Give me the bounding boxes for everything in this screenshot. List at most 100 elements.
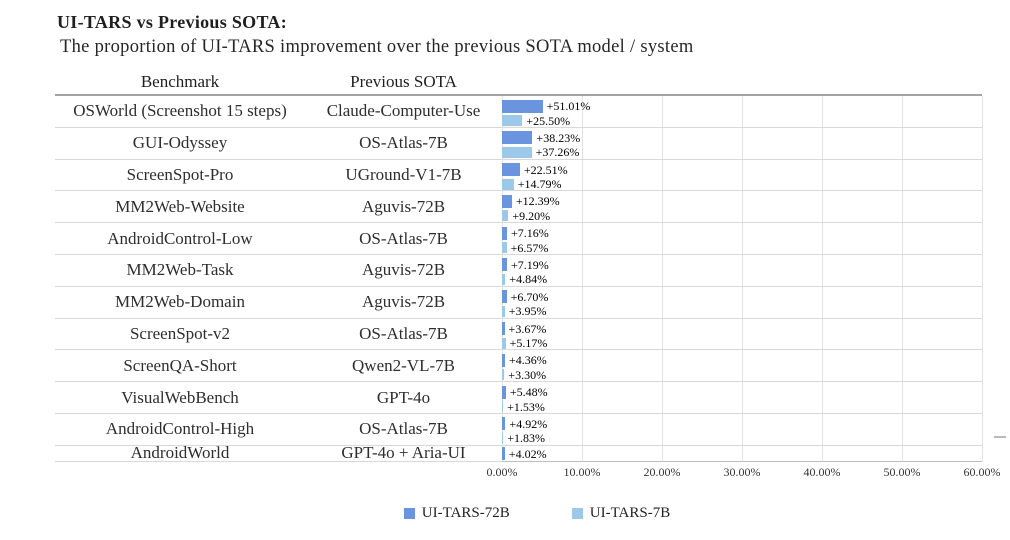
bar-group: +4.02% xyxy=(502,446,982,461)
bar-value-label: +4.84% xyxy=(509,272,548,287)
previous-sota-cell: Aguvis-72B xyxy=(361,292,446,312)
legend-swatch-icon xyxy=(571,508,583,519)
bar-ui-tars-72b xyxy=(502,163,520,177)
x-tick-label: 60.00% xyxy=(963,465,1001,479)
bar-value-label: +38.23% xyxy=(536,130,581,145)
bar-line: +1.53% xyxy=(502,401,545,413)
table-row: AndroidControl-High OS-Atlas-7B +4.92% +1.8… xyxy=(55,414,982,446)
bar-value-label: +1.83% xyxy=(507,431,546,446)
bar-line: +3.67% xyxy=(502,321,547,336)
x-tick-label: 30.00% xyxy=(723,465,761,479)
bar-group: +12.39% +9.20% xyxy=(502,191,982,222)
bar-ui-tars-7b xyxy=(502,305,505,317)
benchmark-cell: MM2Web-Task xyxy=(126,260,234,280)
bar-value-label: +12.39% xyxy=(515,194,560,209)
x-tick-label: 20.00% xyxy=(643,465,681,479)
bar-value-label: +4.02% xyxy=(508,446,547,461)
gridline xyxy=(821,96,823,462)
x-tick-label: 0.00% xyxy=(486,465,518,479)
bar-value-label: +9.20% xyxy=(512,208,551,223)
benchmark-cell: MM2Web-Website xyxy=(115,196,245,216)
bar-line: +4.36% xyxy=(502,353,547,367)
table-row: MM2Web-Website Aguvis-72B +12.39% +9.20% xyxy=(55,191,982,224)
x-tick-label: 10.00% xyxy=(563,465,601,479)
bar-line: +7.19% xyxy=(502,258,549,272)
bar-line: +6.70% xyxy=(502,290,548,304)
previous-sota-cell: Aguvis-72B xyxy=(361,260,446,280)
bar-ui-tars-7b xyxy=(502,115,523,126)
bar-group: +3.67% +5.17% xyxy=(502,319,982,350)
benchmark-cell: AndroidControl-Low xyxy=(107,228,253,248)
previous-sota-column-header: Previous SOTA xyxy=(350,72,457,91)
bar-ui-tars-72b xyxy=(502,258,507,272)
table-row: AndroidWorld GPT-4o + Aria-UI +4.02% xyxy=(55,443,982,463)
bar-ui-tars-72b xyxy=(502,131,533,145)
benchmark-cell: AndroidWorld xyxy=(130,443,230,463)
bar-ui-tars-7b xyxy=(502,178,514,190)
bar-line: +37.26% xyxy=(502,146,579,158)
bar-ui-tars-7b xyxy=(502,210,509,222)
bar-line: +3.30% xyxy=(502,369,546,381)
gridline xyxy=(742,96,743,462)
bar-ui-tars-72b xyxy=(502,99,543,113)
figure-title: UI-TARS vs Previous SOTA: xyxy=(57,12,288,32)
bar-value-label: +5.17% xyxy=(509,336,548,351)
bar-line: +5.17% xyxy=(502,337,547,349)
bar-ui-tars-7b xyxy=(502,432,504,444)
bar-value-label: +3.95% xyxy=(508,304,547,319)
bar-line: +4.92% xyxy=(502,417,547,431)
table-row: ScreenSpot-Pro UGround-V1-7B +22.51% +14.79… xyxy=(55,160,982,192)
bar-ui-tars-72b xyxy=(502,417,506,431)
bar-group: +7.19% +4.84% xyxy=(502,255,982,286)
previous-sota-cell: OS-Atlas-7B xyxy=(359,419,448,439)
bar-group: +38.23% +37.26% xyxy=(502,128,982,159)
bar-ui-tars-7b xyxy=(502,401,504,413)
benchmark-cell: GUI-Odyssey xyxy=(132,133,228,153)
bar-value-label: +6.57% xyxy=(510,240,549,255)
bar-line: +51.01% xyxy=(502,99,590,113)
table-row: ScreenSpot-v2 OS-Atlas-7B +3.67% +5.17% xyxy=(55,319,982,351)
bar-ui-tars-72b xyxy=(502,226,507,240)
bar-group: +4.92% +1.83% xyxy=(502,414,982,445)
bar-group: +7.16% +6.57% xyxy=(502,223,982,254)
bar-group: +22.51% +14.79% xyxy=(502,160,982,191)
bar-ui-tars-7b xyxy=(502,369,505,381)
x-tick-label: 50.00% xyxy=(883,465,921,479)
bar-line: +3.95% xyxy=(502,304,547,319)
bar-line: +6.57% xyxy=(502,242,548,254)
table-row: ScreenQA-Short Qwen2-VL-7B +4.36% +3.30% xyxy=(55,350,982,383)
legend-label: UI-TARS-72B xyxy=(421,505,510,521)
previous-sota-cell: Qwen2-VL-7B xyxy=(352,355,455,375)
benchmark-cell: VisualWebBench xyxy=(121,387,239,407)
bar-value-label: +7.16% xyxy=(510,226,549,241)
benchmark-column-header: Benchmark xyxy=(140,72,220,91)
benchmark-cell: OSWorld (Screenshot 15 steps) xyxy=(73,101,287,121)
benchmark-cell: ScreenSpot-Pro xyxy=(126,164,234,184)
bar-line: +38.23% xyxy=(502,131,580,145)
bar-group: +51.01% +25.50% xyxy=(502,96,982,127)
table-row: VisualWebBench GPT-4o +5.48% +1.53% xyxy=(55,382,982,414)
bar-ui-tars-7b xyxy=(502,146,532,158)
legend-item-ui-tars-7b: UI-TARS-7B xyxy=(571,505,671,522)
gridline xyxy=(581,96,583,462)
benchmark-cell: ScreenSpot-v2 xyxy=(129,323,231,343)
benchmark-cell: ScreenQA-Short xyxy=(123,355,237,375)
bar-value-label: +5.48% xyxy=(509,385,548,400)
legend-item-ui-tars-72b: UI-TARS-72B xyxy=(403,505,510,522)
bar-value-label: +22.51% xyxy=(523,162,568,177)
previous-sota-cell: GPT-4o + Aria-UI xyxy=(341,443,466,463)
column-headers: Benchmark Previous SOTA xyxy=(55,72,502,92)
gridline xyxy=(661,96,663,462)
bar-value-label: +3.67% xyxy=(508,321,547,336)
bar-value-label: +51.01% xyxy=(546,99,591,113)
table-row: GUI-Odyssey OS-Atlas-7B +38.23% +37.26% xyxy=(55,128,982,160)
gridline xyxy=(902,96,903,462)
benchmark-rows: OSWorld (Screenshot 15 steps) Claude-Comp… xyxy=(55,96,982,462)
gridline xyxy=(982,96,983,462)
x-axis-line xyxy=(502,461,982,462)
bar-line: +12.39% xyxy=(502,194,560,208)
legend-label: UI-TARS-7B xyxy=(589,505,671,521)
previous-sota-cell: OS-Atlas-7B xyxy=(359,228,448,248)
previous-sota-cell: OS-Atlas-7B xyxy=(359,133,448,153)
